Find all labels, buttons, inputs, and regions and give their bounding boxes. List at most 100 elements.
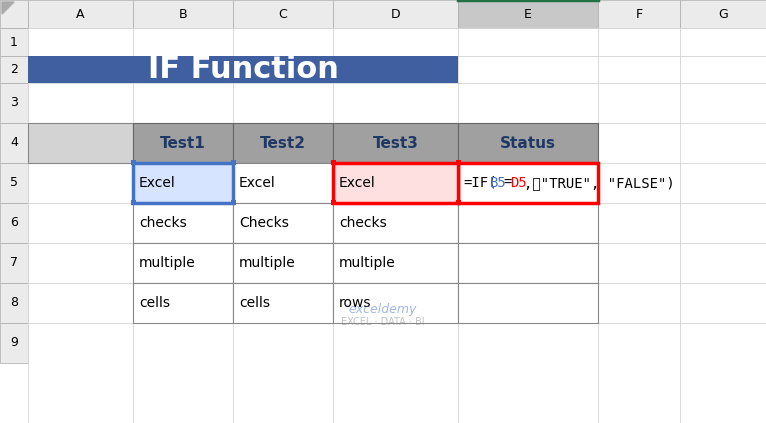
Bar <box>333 243 458 283</box>
Text: Excel: Excel <box>339 176 376 190</box>
Bar <box>0 203 28 243</box>
Bar <box>233 163 333 203</box>
Bar <box>133 163 233 203</box>
Text: Test2: Test2 <box>260 135 306 151</box>
Bar <box>680 83 766 123</box>
Bar <box>333 203 458 243</box>
Bar <box>458 163 598 203</box>
Text: 2: 2 <box>10 63 18 76</box>
Bar <box>458 283 598 323</box>
Bar <box>133 163 233 203</box>
Bar <box>333 28 458 56</box>
Bar <box>28 123 133 163</box>
Text: Excel: Excel <box>139 176 175 190</box>
Bar <box>28 203 133 243</box>
Bar <box>598 83 680 123</box>
Bar <box>28 0 133 28</box>
Bar <box>28 283 133 323</box>
Bar <box>28 83 133 123</box>
Bar <box>458 243 598 283</box>
Bar <box>458 323 598 423</box>
Bar <box>456 201 460 206</box>
Bar <box>233 56 333 83</box>
Bar <box>333 83 458 123</box>
Bar <box>598 323 680 423</box>
Bar <box>458 83 598 123</box>
Bar <box>133 243 233 283</box>
Bar <box>680 56 766 83</box>
Bar <box>133 163 233 203</box>
Bar <box>333 283 458 323</box>
Text: D: D <box>391 8 401 20</box>
Bar <box>598 243 680 283</box>
Text: 7: 7 <box>10 256 18 269</box>
Bar <box>680 243 766 283</box>
Text: 1: 1 <box>10 36 18 49</box>
Bar <box>333 323 458 423</box>
Bar <box>333 203 458 243</box>
Text: multiple: multiple <box>339 256 396 270</box>
Text: 4: 4 <box>10 137 18 149</box>
Text: E: E <box>524 8 532 20</box>
Bar <box>133 83 233 123</box>
Bar <box>333 123 458 163</box>
Bar <box>133 203 233 243</box>
Bar <box>458 123 598 163</box>
Bar <box>133 28 233 56</box>
Text: multiple: multiple <box>139 256 196 270</box>
Text: 5: 5 <box>10 176 18 190</box>
Bar <box>233 203 333 243</box>
Polygon shape <box>2 2 14 14</box>
Bar <box>680 163 766 203</box>
Text: rows: rows <box>339 296 372 310</box>
Bar <box>28 56 458 83</box>
Bar <box>598 0 680 28</box>
Text: ,​"TRUE", "FALSE"): ,​"TRUE", "FALSE") <box>524 176 675 190</box>
Bar <box>333 283 458 323</box>
Bar <box>598 56 680 83</box>
Bar <box>333 56 458 83</box>
Bar <box>130 160 136 165</box>
Bar <box>458 203 598 243</box>
Bar <box>233 323 333 423</box>
Bar <box>458 283 598 323</box>
Bar <box>133 123 233 163</box>
Bar <box>330 160 336 165</box>
Bar <box>233 243 333 283</box>
Bar <box>233 243 333 283</box>
Bar <box>233 28 333 56</box>
Bar <box>598 283 680 323</box>
Bar <box>333 0 458 28</box>
Bar <box>233 0 333 28</box>
Bar <box>0 163 28 203</box>
Text: A: A <box>77 8 85 20</box>
Text: 9: 9 <box>10 337 18 349</box>
Text: B: B <box>178 8 188 20</box>
Bar <box>0 123 28 163</box>
Bar <box>0 56 28 83</box>
Bar <box>28 56 133 83</box>
Text: Status: Status <box>500 135 556 151</box>
Text: Excel: Excel <box>239 176 276 190</box>
Bar <box>598 28 680 56</box>
Text: cells: cells <box>139 296 170 310</box>
Text: 6: 6 <box>10 217 18 230</box>
Bar <box>598 163 680 203</box>
Text: checks: checks <box>139 216 187 230</box>
Bar <box>0 83 28 123</box>
Text: exceldemy: exceldemy <box>349 303 417 316</box>
Bar <box>330 201 336 206</box>
Text: Test1: Test1 <box>160 135 206 151</box>
Text: Checks: Checks <box>239 216 289 230</box>
Bar <box>28 323 133 423</box>
Text: D5: D5 <box>511 176 527 190</box>
Bar <box>0 283 28 323</box>
Bar <box>233 203 333 243</box>
Bar <box>680 28 766 56</box>
Bar <box>458 203 598 243</box>
Bar <box>233 283 333 323</box>
Bar <box>458 123 598 163</box>
Text: multiple: multiple <box>239 256 296 270</box>
Bar <box>233 283 333 323</box>
Bar <box>458 0 598 28</box>
